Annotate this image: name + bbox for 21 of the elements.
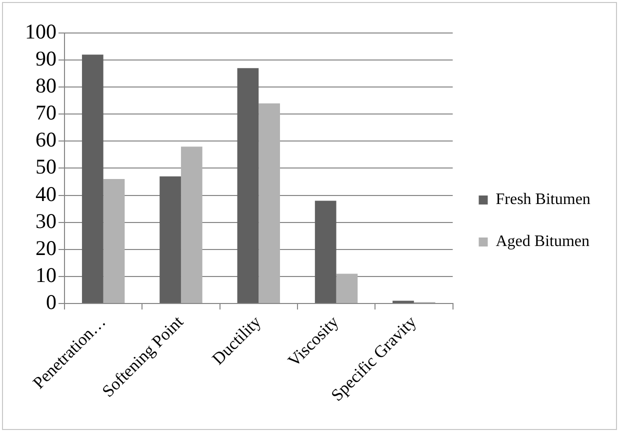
bar <box>103 179 125 303</box>
legend-label: Fresh Bitumen <box>496 191 590 208</box>
y-tick-label: 20 <box>36 236 56 260</box>
y-tick-label: 80 <box>36 74 56 98</box>
bar <box>336 274 358 303</box>
bar <box>180 146 202 303</box>
bar <box>82 54 104 303</box>
y-tick-label: 0 <box>46 290 56 314</box>
bar <box>160 176 181 303</box>
y-tick-label: 10 <box>36 262 56 287</box>
y-tick-label: 30 <box>36 208 56 233</box>
y-tick-label: 60 <box>36 128 56 152</box>
y-tick-label: 100 <box>25 20 56 44</box>
bar <box>258 103 280 303</box>
y-tick-label: 90 <box>36 46 56 71</box>
legend-label: Aged Bitumen <box>496 233 590 250</box>
bar <box>314 200 336 303</box>
y-tick-label: 70 <box>36 100 56 125</box>
y-tick-label: 50 <box>36 154 56 179</box>
bar <box>237 68 259 303</box>
y-tick-label: 40 <box>36 182 56 206</box>
